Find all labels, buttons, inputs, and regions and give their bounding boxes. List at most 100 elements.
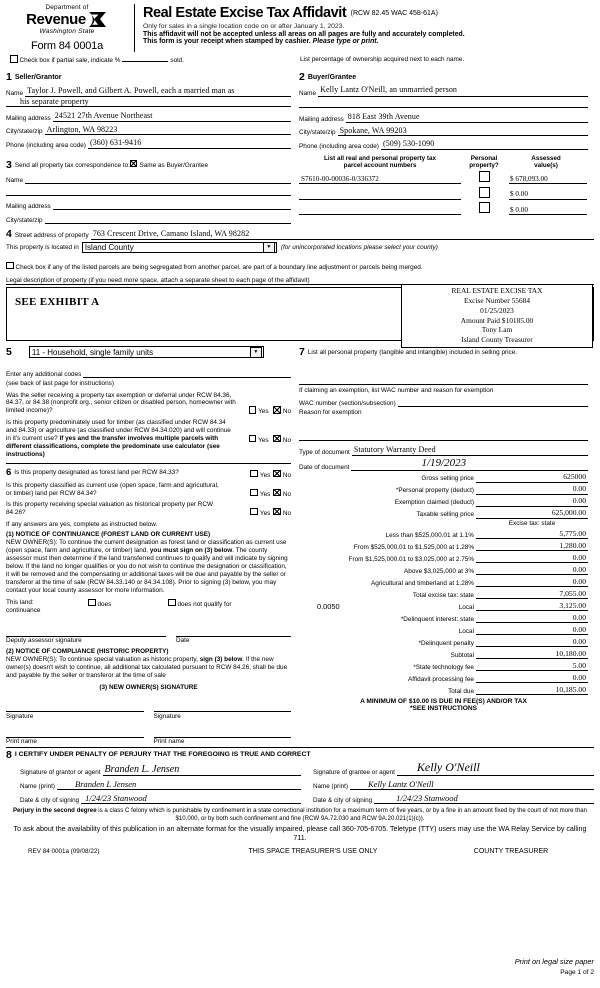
- wac-number-input[interactable]: [397, 397, 588, 408]
- personal-property-deduct-input[interactable]: 0.00: [476, 484, 588, 495]
- assessed-value-input[interactable]: $ 0.00: [509, 204, 587, 216]
- tax-row-label: Subtotal: [450, 651, 474, 659]
- grantor-name-input[interactable]: Branden L Jensen: [57, 778, 301, 791]
- grantee-date-city-input[interactable]: 1/24/23 Stanwood: [374, 792, 594, 805]
- partial-sale-percent-input[interactable]: [122, 61, 169, 62]
- print-name-label: Print name: [153, 738, 185, 746]
- deputy-assessor-signature-input[interactable]: [6, 625, 166, 637]
- taxable-selling-price-input[interactable]: 625,000.00: [476, 508, 588, 519]
- forest-no-checkbox[interactable]: [273, 469, 281, 478]
- buyer-mailing-label: Mailing address: [299, 115, 344, 123]
- total-due-input[interactable]: 10,185.00: [476, 685, 588, 696]
- partial-sale-checkbox[interactable]: [10, 55, 18, 63]
- county-select-value: Island County: [84, 242, 134, 252]
- assessed-value-input[interactable]: $ 678,093.00: [509, 173, 587, 185]
- county-select[interactable]: Island County ▼: [81, 241, 277, 253]
- ag-timberland-tax-input[interactable]: 0.00: [476, 577, 588, 588]
- timber-agriculture-question: Is this property predominately used for …: [6, 419, 291, 459]
- delinquent-interest-local-input[interactable]: 0.00: [476, 625, 588, 636]
- exemption-claimed-input[interactable]: 0.00: [476, 496, 588, 507]
- delinquent-interest-state-input[interactable]: 0.00: [476, 613, 588, 624]
- parcel-number-input[interactable]: [299, 204, 461, 216]
- grantee-name-input[interactable]: Kelly Lantz O'Neill: [350, 778, 594, 791]
- seller-name-label: Name: [6, 89, 24, 97]
- section-1-title: Seller/Grantor: [14, 74, 62, 81]
- new-owner-print-name-1-input[interactable]: [6, 726, 144, 738]
- additional-codes-input[interactable]: [83, 367, 291, 378]
- document-type-input[interactable]: Statutory Warranty Deed: [351, 445, 588, 456]
- same-as-buyer-checkbox[interactable]: [129, 159, 138, 167]
- timber-question-text: Is this property predominately used for …: [6, 419, 231, 443]
- total-excise-state-input[interactable]: 7,055.00: [476, 589, 588, 600]
- tier4-tax-input[interactable]: 0.00: [476, 565, 588, 576]
- seller-phone-input[interactable]: (360) 631-9416: [87, 138, 291, 149]
- new-owner-signature-2-input[interactable]: [153, 700, 291, 713]
- tier1-tax-input[interactable]: 5,775.00: [476, 529, 588, 540]
- assessed-value-input[interactable]: $ 0.00: [509, 189, 587, 200]
- use-code-select[interactable]: 11 - Household, single family units ▼: [28, 346, 264, 358]
- ownership-note: List percentage of ownership acquired ne…: [300, 56, 465, 63]
- corr-name-input[interactable]: [25, 174, 291, 184]
- seller-exemption-no-checkbox[interactable]: [273, 406, 281, 414]
- seller-name-input[interactable]: Taylor J. Powell, and Gilbert A. Powell,…: [25, 86, 291, 97]
- personal-property-checkbox[interactable]: [461, 186, 507, 200]
- title-rcw-citation: (RCW 82.45 WAC 458-61A): [350, 10, 438, 17]
- subtotal-input[interactable]: 10,180.00: [476, 649, 588, 660]
- affidavit-processing-fee-input[interactable]: 0.00: [476, 673, 588, 684]
- seller-mailing-input[interactable]: 24521 27th Avenue Northeast: [52, 111, 291, 122]
- grantor-date-city-input[interactable]: 1/24/23 Stanwood: [81, 792, 301, 805]
- does-not-qualify-checkbox[interactable]: [168, 598, 176, 607]
- buyer-city-state-zip-input[interactable]: Spokane, WA 99203: [337, 126, 588, 136]
- tier2-tax-input[interactable]: 1,280.00: [476, 541, 588, 552]
- buyer-mailing-input[interactable]: 818 East 39th Avenue: [345, 112, 588, 123]
- forest-yes-checkbox[interactable]: [250, 469, 258, 478]
- parcel-number-input[interactable]: [299, 189, 461, 200]
- corr-city-state-zip-input[interactable]: [44, 213, 291, 224]
- segregated-checkbox[interactable]: [6, 261, 14, 269]
- tax-row-label: Local: [458, 627, 474, 635]
- logo-state-text: Washington State: [39, 28, 95, 35]
- document-date-input[interactable]: 1/19/2023: [351, 457, 588, 471]
- parcel-number-input[interactable]: S7610-00-00036-0/336372: [299, 173, 461, 185]
- timber-yes-checkbox[interactable]: [248, 434, 257, 443]
- buyer-name-input[interactable]: Kelly Lantz O'Neill, an unmarried person: [318, 85, 588, 97]
- current-use-yes-checkbox[interactable]: [250, 488, 258, 497]
- local-excise-input[interactable]: 3,125.00: [476, 601, 588, 612]
- deputy-date-input[interactable]: [176, 625, 291, 637]
- personal-property-checkbox[interactable]: [461, 202, 507, 215]
- buyer-name-input-line2[interactable]: [299, 98, 588, 108]
- historic-no-checkbox[interactable]: [273, 507, 281, 516]
- corr-name-input-line2[interactable]: [6, 185, 291, 196]
- new-owner-signature-1-input[interactable]: [6, 700, 144, 713]
- grantee-signature-input[interactable]: Kelly O'Neill: [396, 760, 594, 777]
- corr-mailing-input[interactable]: [52, 200, 291, 210]
- new-owner-print-name-2-input[interactable]: [153, 726, 291, 738]
- seller-city-state-zip-input[interactable]: Arlington, WA 98223: [44, 125, 291, 135]
- signature-label: Signature: [6, 712, 34, 720]
- legal-description-box[interactable]: SEE EXHIBIT A REAL ESTATE EXCISE TAX Exc…: [6, 284, 594, 349]
- current-use-no-checkbox[interactable]: [273, 488, 281, 497]
- buyer-phone-input[interactable]: (509) 530-1090: [380, 139, 588, 150]
- seller-mailing-label: Mailing address: [6, 114, 51, 122]
- segregated-label: Check box if any of the listed parcels a…: [15, 263, 423, 271]
- personal-property-checkbox[interactable]: [461, 171, 507, 184]
- section-6-number: 6: [6, 467, 12, 478]
- seller-exemption-yes-checkbox[interactable]: [248, 406, 257, 414]
- reason-for-exemption-input[interactable]: [299, 417, 588, 439]
- timber-question-bold: If yes and the transfer involves multipl…: [6, 435, 220, 459]
- state-technology-fee-input[interactable]: 5.00: [476, 661, 588, 672]
- delinquent-penalty-input[interactable]: 0.00: [476, 637, 588, 648]
- stamp-line-title: REAL ESTATE EXCISE TAX: [451, 286, 543, 295]
- tax-row-label: Local: [458, 603, 474, 611]
- gross-selling-price-input[interactable]: 625000: [476, 472, 588, 483]
- seller-name-input-line2[interactable]: his separate property: [6, 97, 291, 107]
- notice2-title: (2) NOTICE OF COMPLIANCE (HISTORIC PROPE…: [6, 648, 169, 656]
- grantor-signature-input[interactable]: Branden L. Jensen: [102, 764, 301, 777]
- tier3-tax-input[interactable]: 0.00: [476, 553, 588, 564]
- personal-property-input[interactable]: [299, 359, 588, 383]
- street-address-input[interactable]: 763 Crescent Drive, Camano Island, WA 98…: [90, 229, 594, 240]
- timber-no-checkbox[interactable]: [273, 434, 281, 443]
- does-qualify-checkbox[interactable]: [88, 598, 96, 607]
- section-2-title: Buyer/Grantee: [307, 74, 357, 81]
- historic-yes-checkbox[interactable]: [250, 507, 258, 516]
